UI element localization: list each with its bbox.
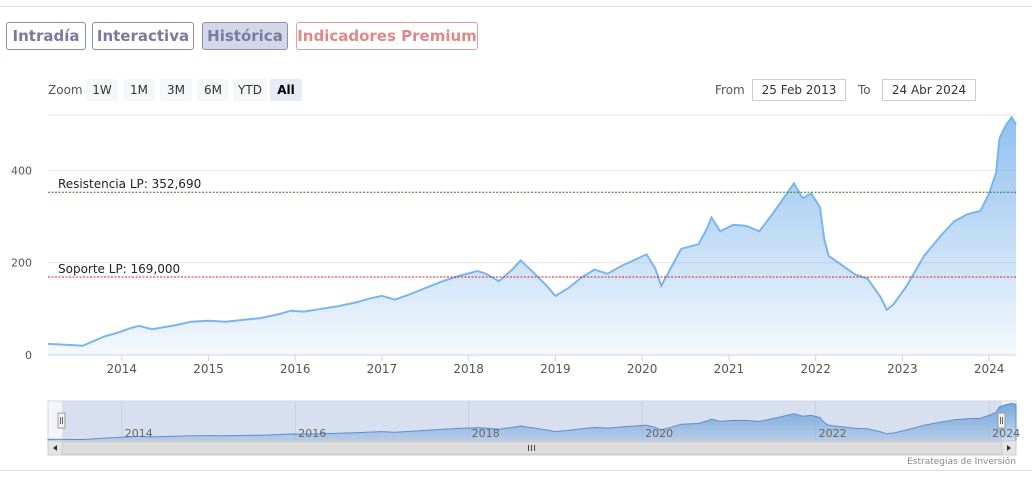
x-tick-label: 2014 (106, 362, 137, 376)
scroll-left-arrow-icon (53, 445, 57, 451)
range-from-input[interactable]: 25 Feb 2013 (752, 79, 846, 101)
navigator-tick-label: 2016 (298, 427, 326, 440)
navigator-left-handle[interactable] (57, 412, 66, 429)
scrollbar-grip-icon (528, 445, 535, 451)
y-axis: 0 200 400 (11, 164, 32, 362)
navigator-right-handle[interactable] (997, 412, 1006, 429)
navigator-tick-label: 2020 (645, 427, 673, 440)
x-tick-label: 2020 (627, 362, 658, 376)
tab-historica[interactable]: Histórica (202, 22, 288, 50)
credit-label: Estrategias de Inversión (907, 457, 1016, 467)
bottom-divider (0, 470, 1032, 471)
x-tick-label: 2021 (714, 362, 745, 376)
zoom-1w-button[interactable]: 1W (86, 79, 118, 101)
zoom-6m-button[interactable]: 6M (197, 79, 229, 101)
x-tick-label: 2016 (280, 362, 311, 376)
navigator-tick-label: 2014 (125, 427, 153, 440)
y-tick-label: 0 (25, 349, 32, 362)
navigator-ticks: 2014 2016 2018 2020 2022 2024 (125, 427, 1020, 440)
price-line (47, 115, 1017, 347)
x-tick-label: 2023 (887, 362, 918, 376)
tab-indicadores-premium[interactable]: Indicadores Premium (296, 22, 478, 50)
zoom-label: Zoom (48, 83, 83, 97)
resistance-label: Resistencia LP: 352,690 (58, 177, 201, 191)
zoom-all-button[interactable]: All (270, 79, 302, 101)
zoom-ytd-button[interactable]: YTD (233, 79, 267, 101)
navigator-tick-label: 2024 (992, 427, 1020, 440)
range-from-label: From (715, 83, 745, 97)
x-tick-label: 2018 (453, 362, 484, 376)
range-to-input[interactable]: 24 Abr 2024 (882, 79, 976, 101)
navigator-tick-label: 2022 (819, 427, 847, 440)
support-label: Soporte LP: 169,000 (58, 262, 180, 276)
zoom-1m-button[interactable]: 1M (123, 79, 155, 101)
navigator-area (47, 402, 1017, 442)
grid-lines (48, 114, 1016, 264)
x-axis: 2014 2015 2016 2017 2018 2019 2020 2021 2022 2023… (48, 354, 1016, 376)
range-to-label: To (858, 83, 871, 97)
x-tick-label: 2024 (974, 362, 1005, 376)
tab-intradia[interactable]: Intradía (6, 22, 86, 50)
zoom-3m-button[interactable]: 3M (160, 79, 192, 101)
x-tick-label: 2015 (193, 362, 224, 376)
tab-interactiva[interactable]: Interactiva (92, 22, 194, 50)
price-area (48, 117, 1016, 355)
x-tick-label: 2017 (367, 362, 398, 376)
top-divider (0, 6, 1032, 7)
y-tick-label: 200 (11, 257, 32, 270)
x-tick-label: 2019 (540, 362, 571, 376)
scroll-right-arrow-icon (1007, 445, 1011, 451)
y-tick-label: 400 (11, 164, 32, 177)
x-tick-label: 2022 (800, 362, 831, 376)
navigator-tick-label: 2018 (472, 427, 500, 440)
